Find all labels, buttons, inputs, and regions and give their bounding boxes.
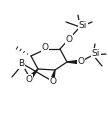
Text: O: O	[78, 57, 84, 66]
Text: Si: Si	[79, 21, 87, 30]
Text: O: O	[41, 44, 48, 53]
Polygon shape	[50, 70, 55, 81]
Text: Si: Si	[92, 48, 100, 57]
Text: O: O	[25, 75, 33, 84]
Text: O: O	[65, 35, 72, 44]
Text: O: O	[49, 78, 56, 87]
Text: B: B	[18, 60, 24, 69]
Polygon shape	[67, 60, 80, 64]
Polygon shape	[29, 69, 38, 79]
